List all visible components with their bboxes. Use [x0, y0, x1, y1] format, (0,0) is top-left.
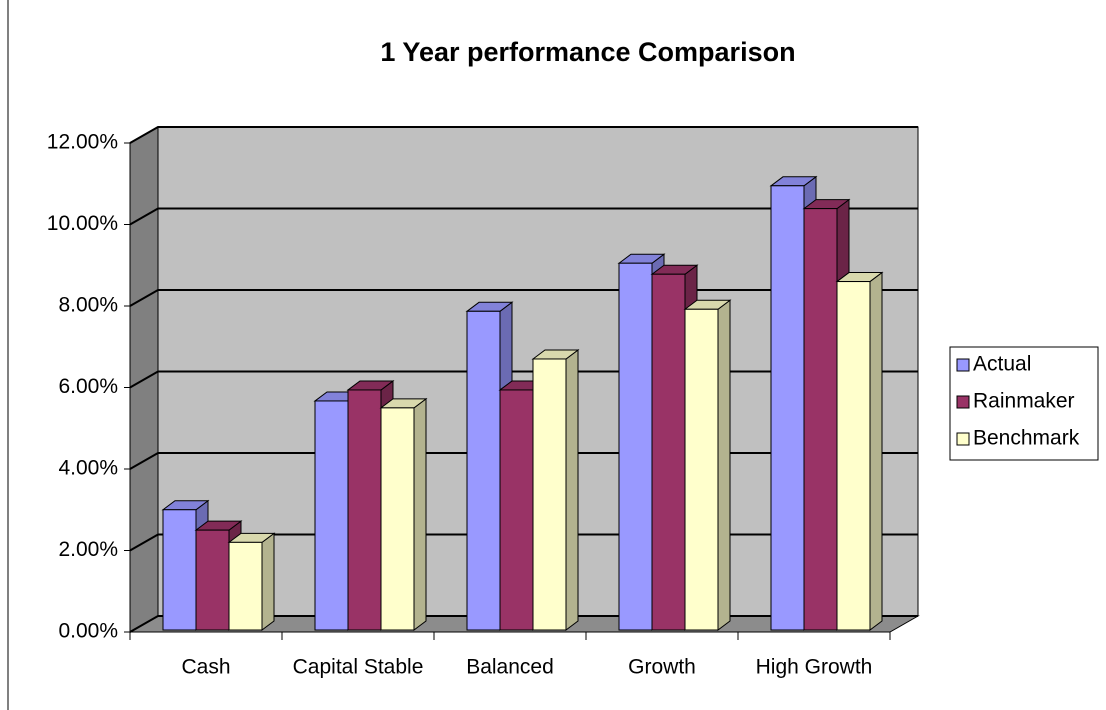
bar-face [618, 262, 653, 631]
legend-box [949, 346, 1099, 461]
bar-face [717, 299, 731, 631]
bar [683, 299, 732, 631]
x-tick-label: High Growth [756, 656, 873, 679]
y-tick-label: 6.00% [58, 375, 118, 398]
chart-title: 1 Year performance Comparison [380, 37, 795, 67]
bar-face [651, 273, 686, 631]
bar-face [228, 541, 263, 631]
bar-face [836, 281, 871, 631]
x-tick-label: Capital Stable [293, 656, 424, 679]
bar-face [261, 532, 275, 631]
y-tick-label: 2.00% [58, 538, 118, 561]
bar-face [162, 509, 197, 631]
y-tick-label: 4.00% [58, 457, 118, 480]
bar-face [413, 397, 427, 631]
bar-face [195, 529, 230, 631]
y-tick-label: 0.00% [58, 620, 118, 643]
legend-label: Rainmaker [973, 390, 1075, 413]
bar-face [684, 308, 719, 631]
bar [379, 397, 428, 631]
bar-face [869, 271, 883, 631]
y-tick-label: 10.00% [47, 212, 118, 235]
legend-swatch [956, 395, 970, 409]
bar [531, 348, 580, 631]
bar-face [466, 310, 501, 631]
bar-face [803, 208, 838, 631]
bar-face [532, 358, 567, 631]
legend-swatch [956, 358, 970, 372]
bar-face [347, 389, 382, 631]
grid-line [129, 126, 918, 144]
bar-face [770, 185, 805, 631]
bar-face [499, 389, 534, 631]
bar [835, 271, 884, 631]
legend-swatch [956, 432, 970, 446]
bar-face [565, 348, 579, 631]
x-tick-label: Cash [181, 656, 230, 679]
grid-line [129, 207, 918, 226]
bar [227, 532, 276, 631]
bar-face [314, 400, 349, 631]
legend-label: Benchmark [973, 427, 1080, 450]
y-tick-label: 12.00% [47, 131, 118, 154]
bar-face [380, 407, 415, 631]
y-tick-label: 8.00% [58, 294, 118, 317]
x-tick-label: Balanced [466, 656, 554, 679]
x-tick-label: Growth [628, 656, 696, 679]
legend-label: Actual [973, 353, 1031, 376]
bar [465, 301, 514, 631]
